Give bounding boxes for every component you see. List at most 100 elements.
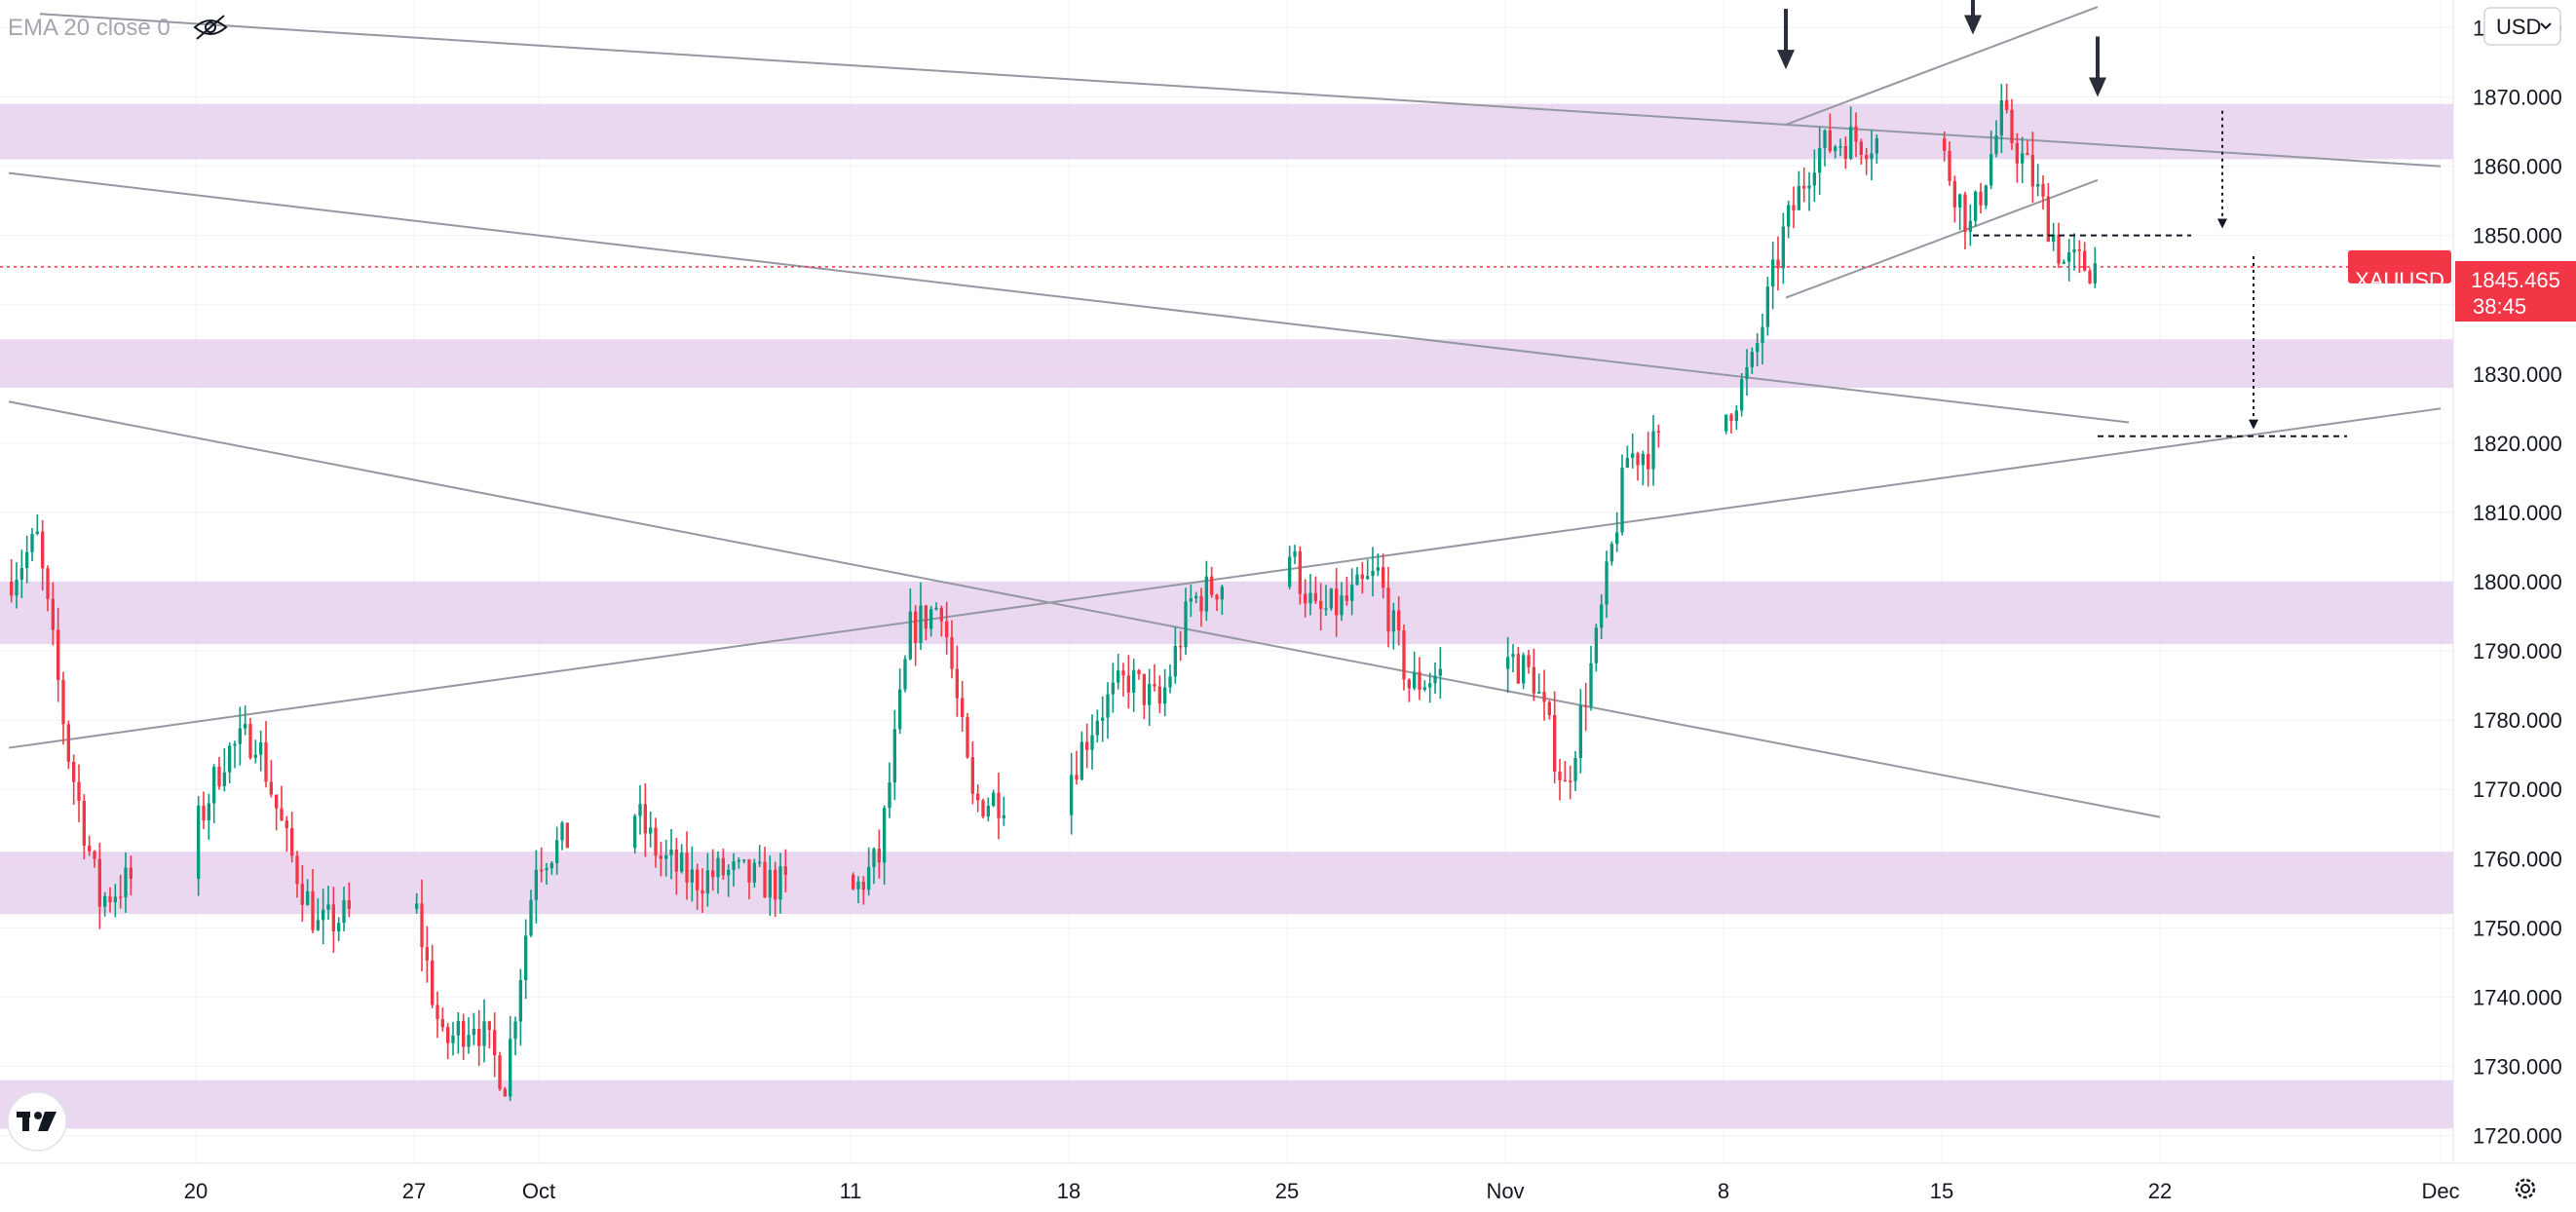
candle-body [431, 960, 435, 1005]
candle-body [88, 846, 92, 852]
candle-body [472, 1029, 475, 1036]
candle-body [877, 849, 881, 863]
candle-body [326, 904, 330, 910]
candle-body [1132, 669, 1136, 693]
candle-body [1366, 576, 1370, 580]
candle-body [1308, 592, 1312, 604]
candle-body [1792, 205, 1796, 210]
candle-body [1391, 610, 1395, 632]
trend-line [1785, 178, 2099, 299]
support-resistance-zones [0, 103, 2453, 1129]
candle-body [1968, 220, 1972, 232]
indicator-label: EMA 20 close 0 [8, 15, 170, 41]
candle-body [1215, 594, 1219, 600]
candle-body [436, 1004, 439, 1020]
candle-body [1126, 675, 1130, 693]
candle-body [467, 1035, 471, 1047]
candle-body [856, 881, 860, 890]
candle-body [513, 1021, 517, 1040]
candle-body [1865, 154, 1869, 160]
candle-body [970, 757, 974, 794]
y-tick-label: 1820.000 [2473, 432, 2562, 456]
candle-body [300, 884, 304, 905]
candle-body [2005, 100, 2009, 110]
candle-body [852, 874, 855, 890]
candle-body [2046, 196, 2050, 243]
candle-body [1802, 185, 1806, 189]
candle-body [1438, 668, 1442, 676]
candle-body [1070, 775, 1074, 815]
tradingview-logo[interactable] [7, 1091, 67, 1152]
candle-body [669, 849, 673, 855]
candle-body [1085, 741, 1089, 750]
price-axis[interactable]: 1720.000 1730.000 1740.000 1750.000 1760.000… [2452, 0, 2576, 1212]
candle-body [2026, 153, 2029, 156]
candle-body [966, 717, 969, 758]
candle-body [1647, 453, 1650, 470]
candle-body [1776, 259, 1780, 269]
bar-countdown: 38:45 [2473, 294, 2526, 319]
candle-body [2077, 249, 2081, 251]
currency-selector[interactable]: USD [2483, 7, 2561, 46]
candle-body [1740, 379, 1744, 411]
y-tick-label: 1790.000 [2473, 639, 2562, 663]
candle-body [1958, 194, 1962, 208]
candle-body [311, 890, 315, 930]
eye-hidden-icon[interactable] [193, 15, 228, 40]
last-price-tag: 1845.465 38:45 [2455, 261, 2576, 322]
candle-body [1137, 669, 1141, 674]
candle-body [685, 852, 689, 883]
candle-body [1360, 574, 1364, 580]
candle-body [1220, 587, 1224, 600]
candle-body [981, 800, 985, 817]
time-axis[interactable]: 20 27 Oct 11 18 25 Nov 8 15 22 Dec [0, 1162, 2576, 1212]
candle-body [934, 607, 938, 610]
candle-body [1002, 814, 1005, 818]
y-tick-label: 1810.000 [2473, 501, 2562, 525]
candle-body [1386, 587, 1390, 632]
x-tick-label: 20 [184, 1179, 208, 1203]
candle-body [1335, 588, 1339, 616]
candle-body [1293, 550, 1297, 557]
candle-body [742, 859, 746, 861]
gear-icon[interactable] [2515, 1178, 2536, 1199]
trend-line [8, 171, 2130, 424]
candle-body [1163, 687, 1167, 704]
candle-body [924, 605, 928, 629]
candle-body [1371, 570, 1375, 577]
candle-body [555, 840, 559, 863]
candle-body [119, 896, 123, 898]
candle-body [97, 858, 101, 907]
candle-body [1589, 663, 1593, 707]
candle-body [2052, 235, 2056, 243]
candle-body [2088, 270, 2092, 284]
candle-body [1288, 556, 1292, 587]
candle-body [883, 808, 887, 863]
candle-body [737, 859, 740, 862]
candle-body [1148, 684, 1152, 705]
candle-body [1807, 185, 1811, 189]
y-tick-label: 1730.000 [2473, 1055, 2562, 1079]
candle-body [1578, 705, 1582, 759]
candle-body [456, 1020, 460, 1036]
candle-body [15, 580, 19, 596]
candle-body [420, 903, 424, 948]
candle-body [1605, 561, 1609, 605]
candle-body [415, 903, 419, 909]
price-zone [0, 339, 2453, 388]
candle-body [217, 767, 221, 786]
candle-body [1974, 191, 1978, 221]
candle-body [331, 904, 335, 931]
candle-body [462, 1020, 466, 1047]
candle-body [939, 607, 943, 622]
candle-body [565, 822, 569, 849]
candle-body [222, 772, 226, 786]
candle-body [1547, 701, 1551, 716]
candle-body [1413, 671, 1417, 689]
candle-body [2083, 250, 2087, 271]
candle-body [264, 742, 268, 782]
indicator-legend[interactable]: EMA 20 close 0 [8, 15, 228, 41]
candle-body [727, 869, 731, 876]
candle-body [524, 935, 528, 980]
